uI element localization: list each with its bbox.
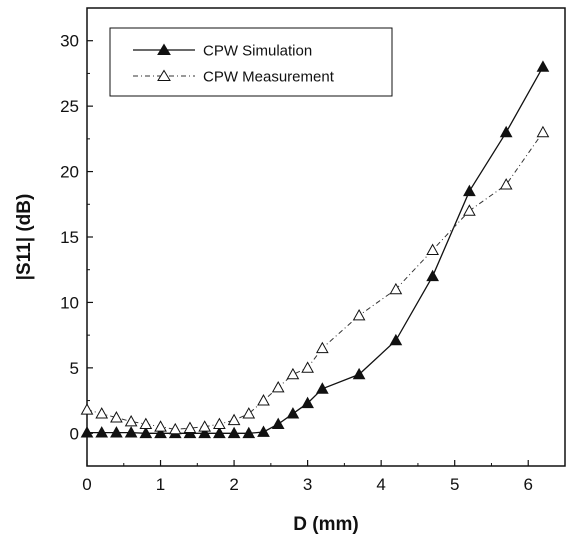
data-point-simulation (80, 426, 94, 438)
x-axis-title: D (mm) (293, 514, 358, 535)
legend-frame (109, 27, 393, 97)
data-point-measurement (242, 407, 256, 419)
data-point-simulation (227, 426, 241, 439)
data-point-measurement (227, 413, 241, 426)
x-tick-label: 5 (450, 475, 459, 494)
legend-marker-measurement (157, 69, 171, 81)
data-point-measurement (257, 394, 270, 406)
data-point-simulation (286, 407, 300, 419)
series-line-simulation (87, 66, 544, 434)
y-tick-label: 30 (60, 32, 79, 51)
data-point-measurement (301, 361, 314, 373)
data-point-measurement (154, 420, 167, 432)
data-point-simulation (198, 426, 212, 439)
x-tick-label: 0 (82, 475, 91, 494)
data-point-simulation (389, 333, 403, 346)
data-point-simulation (139, 426, 153, 439)
data-point-measurement (124, 414, 138, 427)
legend-marker-simulation (157, 43, 171, 55)
x-tick-label: 2 (229, 475, 238, 494)
data-point-measurement (352, 308, 366, 321)
data-point-measurement (95, 407, 109, 419)
data-point-simulation (110, 426, 123, 438)
data-point-simulation (271, 417, 285, 430)
data-point-simulation (315, 382, 329, 394)
data-point-simulation (154, 426, 167, 439)
data-point-simulation (242, 426, 256, 439)
data-point-simulation (352, 367, 366, 380)
x-tick-label: 3 (303, 475, 312, 494)
data-point-simulation (426, 269, 439, 282)
data-point-simulation (499, 125, 513, 138)
series-layer (80, 60, 550, 439)
data-point-measurement (499, 178, 513, 190)
data-point-measurement (198, 420, 212, 432)
data-point-measurement (110, 411, 123, 423)
data-point-measurement (168, 422, 182, 435)
data-point-measurement (286, 367, 300, 380)
data-point-measurement (315, 341, 329, 354)
y-axis: 0 5 10 15 20 25 30 (60, 32, 93, 467)
data-point-measurement (271, 380, 285, 393)
x-axis: 0 1 2 3 4 5 6 (82, 460, 533, 494)
data-point-simulation (213, 426, 226, 439)
data-point-measurement (389, 282, 403, 295)
data-point-measurement (139, 417, 153, 430)
data-point-simulation (301, 396, 314, 409)
series-line-measurement (86, 132, 544, 430)
legend-label-simulation: CPW Simulation (203, 43, 312, 60)
data-point-measurement (463, 204, 476, 216)
y-tick-label: 25 (60, 97, 79, 116)
y-tick-label: 20 (60, 163, 79, 182)
data-point-simulation (257, 425, 270, 437)
x-tick-label: 6 (523, 475, 532, 494)
data-point-measurement (536, 125, 550, 138)
x-tick-label: 4 (376, 475, 385, 494)
y-axis-title: |S11| (dB) (14, 194, 35, 281)
x-tick-label: 1 (156, 475, 165, 494)
data-point-simulation (536, 60, 550, 72)
y-tick-label: 15 (60, 228, 79, 247)
data-point-simulation (95, 426, 109, 438)
data-point-measurement (183, 421, 197, 433)
y-tick-label: 5 (70, 359, 79, 378)
legend: CPW Simulation CPW Measurement (109, 27, 393, 97)
y-tick-label: 10 (60, 293, 79, 312)
data-point-measurement (213, 417, 226, 430)
data-point-simulation (463, 184, 476, 197)
legend-label-measurement: CPW Measurement (203, 69, 335, 86)
data-point-measurement (426, 243, 439, 255)
data-point-simulation (124, 426, 138, 438)
data-point-measurement (80, 403, 94, 415)
y-tick-label: 0 (70, 424, 79, 443)
